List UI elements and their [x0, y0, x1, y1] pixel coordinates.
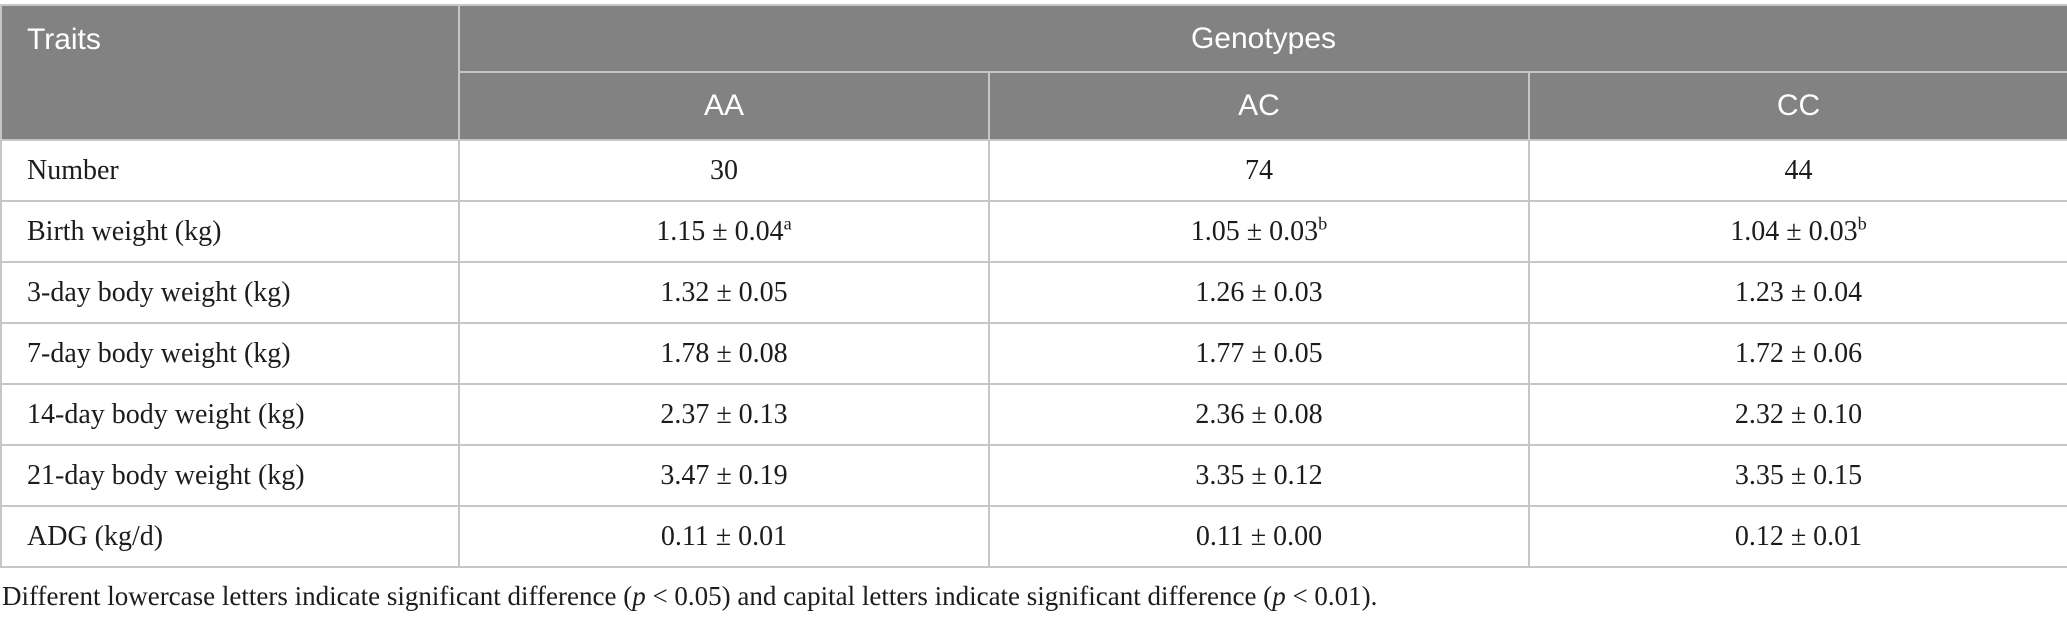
table-row-3day-weight: 3-day body weight (kg) 1.32 ± 0.05 1.26 …: [0, 261, 2067, 324]
header-row-columns: AA AC CC: [1, 71, 2067, 141]
value-cell: 74: [988, 139, 1530, 202]
value-cell: 1.32 ± 0.05: [458, 261, 990, 324]
trait-name-cell: 14-day body weight (kg): [0, 383, 460, 446]
table-footnote: Different lowercase letters indicate sig…: [0, 581, 2067, 612]
column-header-cc: CC: [1528, 71, 2067, 141]
value-cell: 0.11 ± 0.01: [458, 505, 990, 568]
table-row-adg: ADG (kg/d) 0.11 ± 0.01 0.11 ± 0.00 0.12 …: [0, 505, 2067, 568]
value-text: 0.11 ± 0.01: [660, 520, 788, 552]
value-text: 74: [1245, 154, 1273, 186]
value-text: 1.04 ± 0.03: [1730, 215, 1858, 247]
table-row-14day-weight: 14-day body weight (kg) 2.37 ± 0.13 2.36…: [0, 383, 2067, 446]
value-cell: 3.47 ± 0.19: [458, 444, 990, 507]
value-text: 1.32 ± 0.05: [660, 276, 788, 308]
value-text: 1.23 ± 0.04: [1734, 276, 1863, 308]
value-text: 2.36 ± 0.08: [1195, 398, 1323, 430]
significance-superscript: b: [1857, 213, 1867, 234]
value-cell: 1.77 ± 0.05: [988, 322, 1530, 385]
trait-name-cell: Birth weight (kg): [0, 200, 460, 263]
p-value-symbol: p: [632, 581, 646, 611]
table-row-21day-weight: 21-day body weight (kg) 3.47 ± 0.19 3.35…: [0, 444, 2067, 507]
trait-name-cell: 3-day body weight (kg): [0, 261, 460, 324]
value-text: 0.12 ± 0.01: [1734, 520, 1863, 552]
column-header-aa: AA: [458, 71, 990, 141]
value-cell: 1.78 ± 0.08: [458, 322, 990, 385]
value-cell: 1.26 ± 0.03: [988, 261, 1530, 324]
header-row-genotypes: Traits Genotypes: [0, 4, 2067, 141]
value-text: 3.47 ± 0.19: [660, 459, 788, 491]
value-cell: 3.35 ± 0.12: [988, 444, 1530, 507]
footnote-text: < 0.01).: [1285, 581, 1378, 611]
table-body: Number 30 74 44 Birth weight (kg) 1.15 ±…: [0, 139, 2067, 568]
table-row-birth-weight: Birth weight (kg) 1.15 ± 0.04a 1.05 ± 0.…: [0, 200, 2067, 263]
value-text: 30: [710, 154, 738, 186]
value-cell: 0.12 ± 0.01: [1528, 505, 2067, 568]
value-cell: 3.35 ± 0.15: [1528, 444, 2067, 507]
value-cell: 0.11 ± 0.00: [988, 505, 1530, 568]
significance-superscript: a: [783, 213, 792, 234]
genotypes-header-cell: Genotypes: [458, 4, 2067, 73]
p-value-symbol: p: [1272, 581, 1286, 611]
value-text: 1.78 ± 0.08: [660, 337, 788, 369]
value-text: 2.37 ± 0.13: [660, 398, 788, 430]
trait-name-cell: 21-day body weight (kg): [0, 444, 460, 507]
significance-superscript: b: [1318, 213, 1328, 234]
value-text: 1.26 ± 0.03: [1195, 276, 1323, 308]
genotype-traits-table: Traits Genotypes AA AC CC Number 30 74 4…: [0, 4, 2067, 568]
value-cell: 2.37 ± 0.13: [458, 383, 990, 446]
footnote-text: Different lowercase letters indicate sig…: [2, 581, 633, 611]
table-row-7day-weight: 7-day body weight (kg) 1.78 ± 0.08 1.77 …: [0, 322, 2067, 385]
value-cell: 1.05 ± 0.03b: [988, 200, 1530, 263]
value-cell: 1.23 ± 0.04: [1528, 261, 2067, 324]
trait-name-cell: Number: [0, 139, 460, 202]
value-text: 1.05 ± 0.03: [1190, 215, 1319, 247]
value-text: 1.72 ± 0.06: [1734, 337, 1863, 369]
value-cell: 1.04 ± 0.03b: [1528, 200, 2067, 263]
value-cell: 2.32 ± 0.10: [1528, 383, 2067, 446]
footnote-text: < 0.05) and capital letters indicate sig…: [645, 581, 1273, 611]
value-text: 2.32 ± 0.10: [1734, 398, 1863, 430]
value-cell: 30: [458, 139, 990, 202]
value-cell: 1.15 ± 0.04a: [458, 200, 990, 263]
value-text: 44: [1784, 154, 1813, 186]
table-header: Traits Genotypes AA AC CC: [0, 4, 2067, 141]
value-text: 0.11 ± 0.00: [1195, 520, 1323, 552]
traits-header-cell: Traits: [0, 4, 460, 141]
column-header-ac: AC: [988, 71, 1530, 141]
trait-name-cell: ADG (kg/d): [0, 505, 460, 568]
value-text: 3.35 ± 0.12: [1195, 459, 1323, 491]
table-row-number: Number 30 74 44: [0, 139, 2067, 202]
value-text: 1.15 ± 0.04: [656, 215, 784, 247]
trait-name-cell: 7-day body weight (kg): [0, 322, 460, 385]
value-text: 3.35 ± 0.15: [1734, 459, 1863, 491]
value-text: 1.77 ± 0.05: [1195, 337, 1323, 369]
value-cell: 44: [1528, 139, 2067, 202]
value-cell: 1.72 ± 0.06: [1528, 322, 2067, 385]
value-cell: 2.36 ± 0.08: [988, 383, 1530, 446]
